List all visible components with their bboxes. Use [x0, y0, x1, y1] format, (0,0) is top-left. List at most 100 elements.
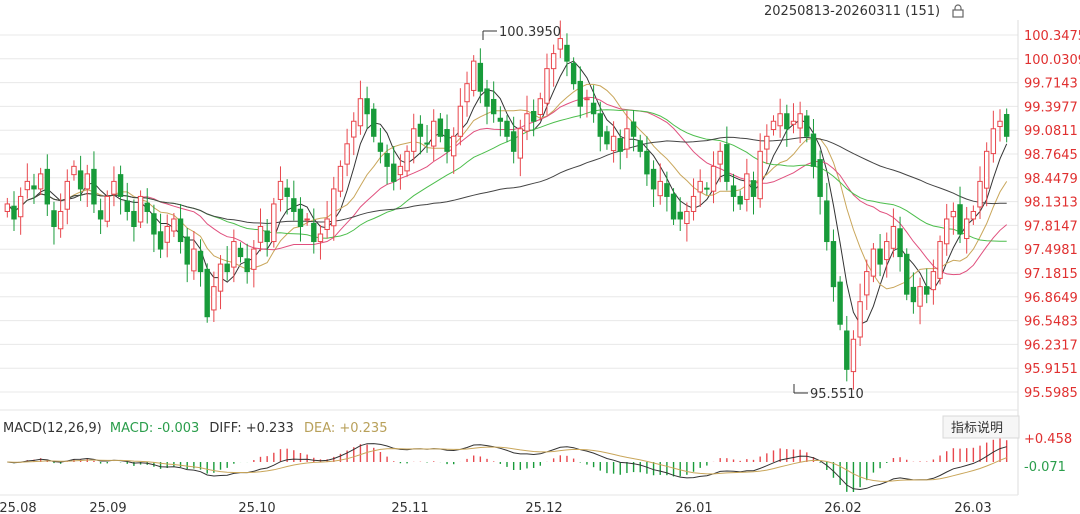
candle-body	[904, 253, 910, 295]
date-tick-label: 25.10	[238, 501, 275, 514]
candle-body	[877, 248, 883, 265]
candle-body	[4, 203, 11, 212]
price-tick-label: 95.9151	[1024, 362, 1078, 377]
candle-body	[784, 113, 790, 130]
candle-body	[424, 142, 430, 145]
candle-body	[71, 165, 77, 176]
candle-body	[850, 338, 857, 373]
candle-body	[724, 144, 730, 182]
dea-value: DEA: +0.235	[304, 421, 388, 436]
candle-body	[917, 286, 923, 307]
candle-body	[477, 62, 484, 92]
candle-body	[857, 301, 863, 338]
candle-body	[344, 143, 350, 165]
lock-icon[interactable]	[952, 4, 964, 18]
price-tick-label: 99.3977	[1024, 100, 1078, 115]
candle-body	[844, 330, 850, 370]
candle-body	[97, 210, 104, 220]
date-tick-label: 25.12	[525, 501, 562, 514]
price-tick-label: 98.7645	[1024, 148, 1078, 163]
candle-body	[670, 193, 677, 220]
candle-body	[804, 115, 810, 137]
ma-line-ma10	[6, 83, 1008, 290]
max-price-label: 100.3950	[499, 25, 561, 40]
candle-body	[790, 120, 797, 125]
price-axis: 100.3475 100.0309 99.7143 99.3977 99.0811 98.…	[1024, 29, 1080, 401]
indicator-help-label: 指标说明	[951, 421, 1003, 436]
candle-body	[331, 188, 337, 227]
candle-body	[84, 173, 90, 190]
candle-body	[810, 133, 817, 167]
candle-body	[710, 165, 717, 192]
candle-body	[364, 98, 370, 115]
candle-body	[750, 180, 757, 197]
price-tick-label: 95.5985	[1024, 386, 1078, 401]
candle-body	[897, 228, 903, 258]
candle-body	[684, 210, 690, 224]
candle-body	[51, 210, 57, 228]
candle-body	[604, 131, 610, 145]
candle-body	[24, 180, 31, 191]
candle-body	[764, 135, 770, 150]
candle-body	[184, 236, 190, 265]
indicator-help-button[interactable]: 指标说明	[942, 415, 1020, 439]
date-tick-label: 25.09	[89, 501, 126, 514]
min-annotation: 95.5510	[793, 384, 864, 402]
candle-body	[337, 165, 344, 192]
candle-body	[204, 268, 210, 318]
candle-body	[830, 241, 837, 288]
candle-body	[244, 258, 250, 273]
price-tick-label: 97.4981	[1024, 243, 1078, 258]
candle-body	[890, 226, 897, 249]
candle-body	[484, 88, 490, 107]
candle-body	[357, 98, 364, 127]
price-tick-label: 96.2317	[1024, 338, 1078, 353]
candle-body	[557, 38, 563, 50]
candle-body	[737, 195, 743, 205]
candle-body	[977, 180, 983, 208]
candle-body	[37, 173, 44, 190]
candle-body	[777, 113, 783, 127]
candle-body	[757, 150, 763, 200]
candle-body	[371, 108, 377, 137]
candle-body	[124, 200, 130, 212]
price-tick-label: 98.1313	[1024, 196, 1078, 211]
candle-body	[404, 150, 410, 172]
candle-body	[490, 98, 497, 115]
candle-body	[151, 213, 157, 235]
candle-body	[730, 185, 737, 197]
candle-body	[11, 205, 17, 220]
candle-body	[397, 165, 404, 176]
candle-body	[284, 187, 290, 197]
candle-body	[983, 150, 990, 189]
candle-body	[697, 180, 703, 193]
macd-panel: +0.458 -0.071	[7, 432, 1072, 492]
price-tick-label: 97.8147	[1024, 219, 1078, 234]
candle-body	[690, 195, 697, 212]
candle-body	[171, 218, 177, 232]
candle-body	[497, 117, 504, 122]
candle-body	[317, 233, 324, 243]
moving-average-lines	[6, 60, 1008, 325]
candle-body	[950, 210, 957, 218]
candle-body	[884, 241, 890, 261]
candle-body	[411, 128, 417, 152]
candle-body	[704, 187, 710, 190]
candle-body	[664, 183, 670, 197]
candle-body	[870, 248, 877, 277]
candle-body	[837, 281, 843, 325]
candle-body	[990, 128, 997, 155]
candle-body	[211, 286, 217, 311]
candle-body	[577, 80, 583, 107]
candlesticks	[4, 20, 1010, 390]
candle-body	[457, 105, 464, 137]
candle-body	[610, 135, 617, 152]
candle-body	[177, 218, 184, 243]
candle-body	[57, 210, 64, 230]
candle-body	[224, 263, 230, 273]
macd-params: MACD(12,26,9)	[3, 421, 102, 436]
candle-body	[944, 218, 950, 245]
candle-body	[137, 195, 144, 223]
candle-body	[104, 195, 110, 222]
